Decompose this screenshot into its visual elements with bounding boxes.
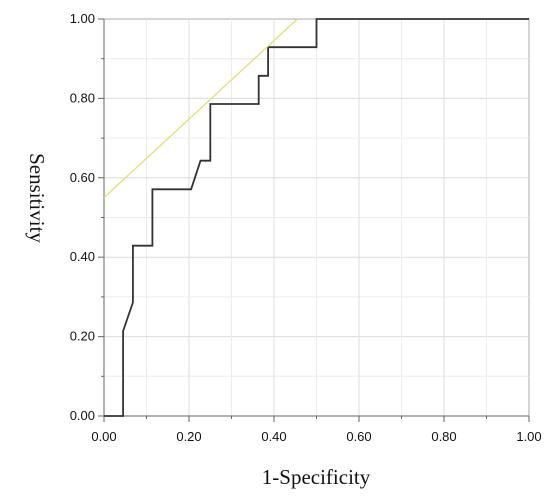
y-tick-label: 0.20 bbox=[70, 329, 95, 344]
y-tick-label: 0.60 bbox=[70, 170, 95, 185]
y-tick-label: 0.00 bbox=[70, 408, 95, 423]
grid bbox=[104, 19, 529, 416]
y-tick-label: 0.40 bbox=[70, 249, 95, 264]
roc-curve bbox=[104, 18, 529, 417]
series-group bbox=[103, 18, 529, 417]
x-tick-label: 0.20 bbox=[176, 429, 201, 444]
x-tick-label: 0.00 bbox=[91, 429, 116, 444]
y-axis-title: Sensitivity bbox=[25, 153, 49, 243]
axes bbox=[98, 18, 530, 422]
x-tick-label: 0.60 bbox=[346, 429, 371, 444]
y-tick-label: 0.80 bbox=[70, 90, 95, 105]
tick-labels: 0.00 0.20 0.40 0.60 0.80 1.00 0.00 0.20 0.40 0.60… bbox=[70, 11, 542, 444]
x-tick-label: 0.40 bbox=[261, 429, 286, 444]
x-tick-label: 1.00 bbox=[516, 429, 541, 444]
x-tick-label: 0.80 bbox=[431, 429, 456, 444]
reference-line bbox=[103, 18, 298, 199]
x-axis-title: 1-Specificity bbox=[262, 465, 371, 489]
y-tick-label: 1.00 bbox=[70, 11, 95, 26]
